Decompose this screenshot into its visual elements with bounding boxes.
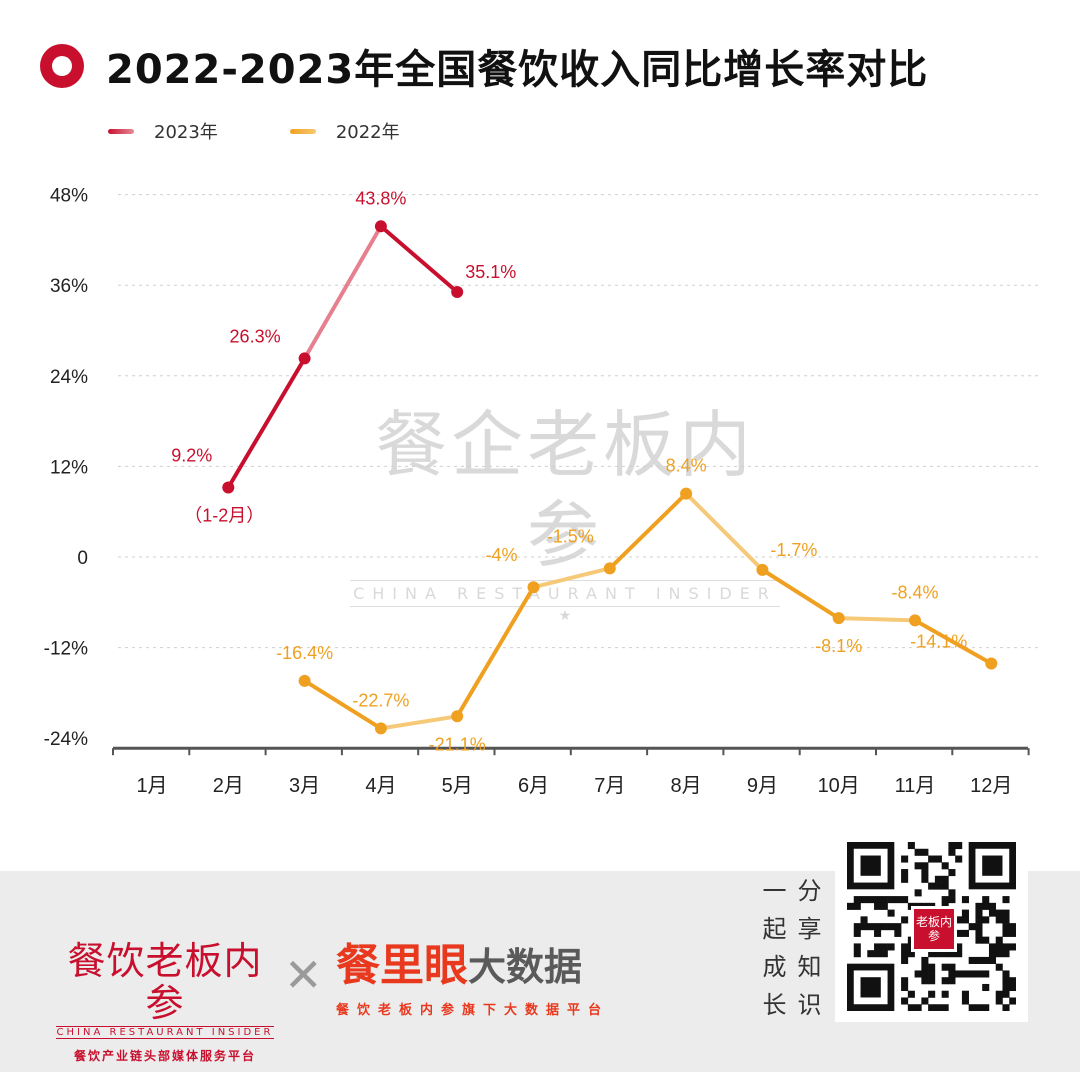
qr-badge: 老板内参 [911,906,957,952]
slogan-char: 享 [797,915,822,943]
series-line-2022 [531,566,612,590]
series-line-2022 [913,618,994,666]
legend-swatch-2022 [289,128,316,134]
qr-code[interactable]: 老板内参 [835,830,1028,1022]
line-chart: 48% 36% 24% 12% 0 -12% -24% 1月 2月 3月 4月 5月 6月 7月 8月 9月 1… [44,186,1040,797]
x-tick-label: 6月 [518,775,549,797]
series-line-2022 [684,491,765,572]
y-tick-label: -24% [44,729,88,750]
legend-item-2022: 2022年 [289,118,400,144]
legend-item-2023: 2023年 [108,118,218,144]
cross-icon: ✕ [284,948,323,1002]
data-label: -4% [485,545,517,565]
chart-title: 2022-2023年全国餐饮收入同比增长率对比 [106,47,929,93]
data-label: -1.5% [547,526,594,546]
x-tick-label: 9月 [747,775,778,797]
data-point [985,657,998,670]
data-label: 8.4% [666,456,707,476]
slogan-char: 知 [797,953,822,981]
data-label: 9.2% [171,446,212,466]
data-point [527,581,540,594]
title-block: 2022-2023年全国餐饮收入同比增长率对比 [40,36,928,96]
data-label: -16.4% [276,643,333,663]
data-label: -1.7% [770,540,817,560]
x-tick-label: 12月 [970,775,1012,797]
series-line-2022 [302,678,383,731]
series-line-2022 [378,714,460,731]
brand-logo-canqi: 餐饮老板内参 CHINA RESTAURANT INSIDER 餐饮产业链头部媒… [50,940,280,1064]
series-line-2022 [455,585,536,719]
y-tick-label: 0 [77,548,88,569]
series-line-2023 [378,224,460,294]
x-tick-label: 3月 [289,775,320,797]
brand2-tagline: 餐饮老板内参旗下大数据平台 [336,1003,610,1018]
y-tick-label: -12% [44,639,88,660]
slogan-char: 分 [797,877,822,905]
legend: 2023年 2022年 [108,118,472,144]
data-point [451,285,464,298]
x-tick-label: 11月 [895,775,936,797]
legend-label-2023: 2023年 [154,122,218,143]
data-label: -21.1% [429,734,486,754]
legend-label-2022: 2022年 [335,122,400,143]
slogan-char: 一 [762,877,787,905]
data-point [374,722,387,735]
data-point [222,481,235,494]
series-line-2022 [836,616,917,623]
data-label: -22.7% [352,690,409,710]
data-label: 26.3% [230,326,281,346]
brand1-tagline: 餐饮产业链头部媒体服务平台 [73,1049,256,1063]
data-point [451,710,464,723]
x-tick-label: 2月 [213,775,244,797]
x-tick-label: 7月 [594,775,625,797]
data-point [832,612,845,625]
brand-logo-canliyan: 餐里眼大数据 餐饮老板内参旗下大数据平台 [336,940,609,1018]
series-line-2023 [302,224,383,361]
data-label: 43.8% [355,188,406,208]
slogan-char: 长 [762,991,787,1019]
data-point [909,614,921,627]
x-tick-label: 1月 [136,775,167,797]
data-point [298,352,311,365]
brand1-english: CHINA RESTAURANT INSIDER [56,1026,274,1039]
slogan-char: 成 [762,953,787,981]
slogan-char: 起 [762,915,787,943]
y-tick-label: 48% [50,186,88,207]
data-label: -8.1% [815,636,862,656]
y-tick-label: 36% [50,276,88,297]
series-line-2022 [760,567,841,621]
x-tick-label: 10月 [818,775,860,797]
brand2-name-gray: 大数据 [468,945,583,989]
y-tick-label: 12% [50,457,88,478]
data-point [603,562,616,575]
y-tick-label: 24% [50,367,88,388]
brand2-name-red: 餐里眼 [336,940,468,991]
series-line-2023 [226,356,307,490]
data-point [374,220,387,233]
slogan-char: 识 [797,991,822,1019]
slogan: 一 分 起 享 成 知 长 识 [757,876,827,1020]
data-point [298,674,311,687]
data-point [756,563,769,576]
x-tick-label: 8月 [671,775,702,797]
brand1-name: 餐饮老板内参 [67,939,263,1025]
data-label: 35.1% [465,262,516,282]
data-note: （1-2月） [184,506,264,526]
data-label: -8.4% [891,582,938,602]
data-label: -14.1% [910,631,967,651]
legend-swatch-2023 [108,128,134,134]
x-tick-label: 4月 [365,775,396,797]
x-tick-label: 5月 [442,775,473,797]
series-line-2022 [607,491,689,571]
qr-code-icon [847,842,1016,1011]
data-point [680,487,693,500]
target-icon [40,44,84,88]
